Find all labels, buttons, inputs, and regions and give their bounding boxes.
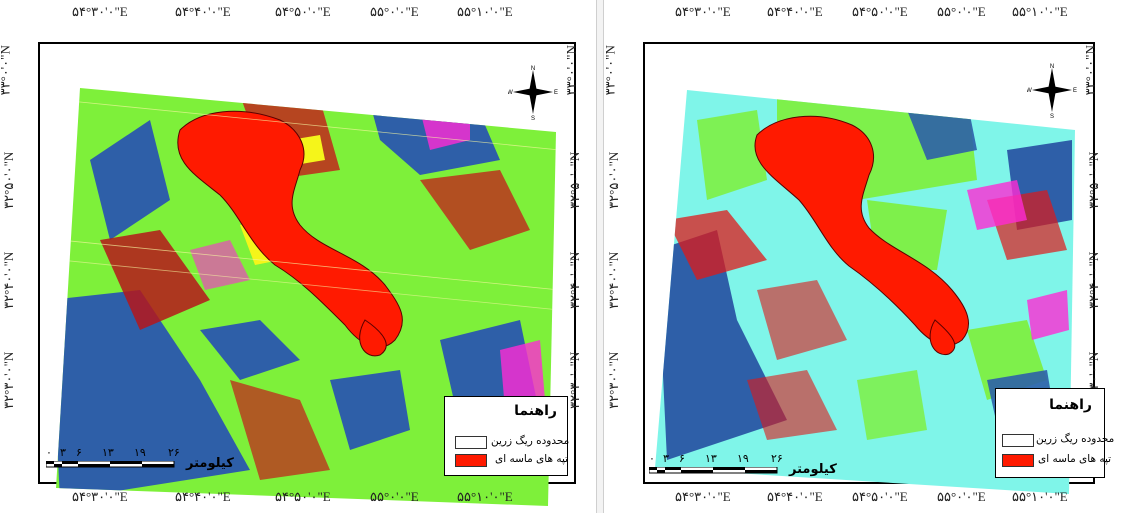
longitude-label-top: ۵۴°۴۰'۰"E	[175, 4, 232, 19]
scale-tick-label: ۱۹	[737, 452, 749, 465]
legend-label-sand-dunes: تپه های ماسه ای	[1038, 453, 1112, 465]
map-panel-left: ۵۴°۳۰'۰"E ۵۴°۴۰'۰"E ۵۴°۵۰'۰"E ۵۵°۰'۰"E ۵…	[0, 4, 582, 506]
longitude-label-top: ۵۵°۰'۰"E	[937, 4, 987, 19]
longitude-label-bottom: ۵۴°۴۰'۰"E	[175, 489, 232, 504]
scale-tick-label: ۱۳	[102, 446, 114, 459]
latitude-label-left: ۳۳°۰'۰"N	[602, 44, 618, 96]
map-panel-right: ۵۴°۳۰'۰"E ۵۴°۴۰'۰"E ۵۴°۵۰'۰"E ۵۵°۰'۰"E ۵…	[602, 0, 1135, 513]
legend-label-boundary: محدوده ریگ زرین	[1036, 433, 1115, 445]
scale-tick-label: ۲۶	[771, 452, 783, 465]
scale-bar: ۰ ۳ ۶ ۱۳ ۱۹ ۲۶ کیلومتر	[46, 446, 234, 476]
scale-tick-label: ۲۶	[168, 446, 180, 459]
north-arrow-icon: N S E W	[1027, 64, 1077, 118]
classified-map-right	[655, 90, 1075, 494]
latitude-label-left: ۳۲°۵۰'۰"N	[0, 151, 16, 209]
map-legend: راهنما محدوده ریگ زرین تپه های ماسه ای	[444, 396, 570, 476]
latitude-label-right: ۳۲°۴۰'۰"N	[566, 251, 582, 309]
latitude-label-right: ۳۳°۰'۰"N	[563, 44, 579, 96]
scale-bar-graphic	[649, 467, 778, 474]
longitude-label-bottom: ۵۴°۳۰'۰"E	[72, 489, 129, 504]
scale-tick-label: ۰	[649, 452, 655, 465]
longitude-label-bottom: ۵۴°۵۰'۰"E	[275, 489, 332, 504]
latitude-label-left: ۳۲°۵۰'۰"N	[605, 151, 621, 209]
panel-divider	[596, 0, 604, 513]
legend-swatch-boundary	[455, 436, 487, 449]
longitude-label-top: ۵۵°۰'۰"E	[370, 4, 420, 19]
latitude-label-left: ۳۲°۳۰'۰"N	[0, 351, 16, 409]
scale-tick-label: ۱۳	[705, 452, 717, 465]
legend-title: راهنما	[1049, 397, 1092, 413]
latitude-label-right: ۳۲°۵۰'۰"N	[1085, 151, 1101, 209]
compass-s-label: S	[1050, 114, 1054, 118]
scale-unit-label: کیلومتر	[789, 462, 837, 477]
scale-tick-label: ۱۹	[134, 446, 146, 459]
scale-tick-label: ۳	[60, 446, 66, 459]
longitude-label-bottom: ۵۵°۰'۰"E	[370, 489, 420, 504]
longitude-label-top: ۵۵°۱۰'۰"E	[1012, 4, 1069, 19]
longitude-label-bottom: ۵۵°۱۰'۰"E	[1012, 489, 1069, 504]
legend-title: راهنما	[514, 403, 557, 419]
north-arrow-icon: N S E W	[508, 66, 558, 120]
compass-w-label: W	[508, 90, 513, 96]
longitude-label-top: ۵۴°۳۰'۰"E	[675, 4, 732, 19]
longitude-label-bottom: ۵۴°۵۰'۰"E	[852, 489, 909, 504]
longitude-label-top: ۵۴°۳۰'۰"E	[72, 4, 129, 19]
legend-swatch-sand-dunes	[455, 454, 487, 467]
longitude-label-bottom: ۵۴°۳۰'۰"E	[675, 489, 732, 504]
legend-label-sand-dunes: تپه های ماسه ای	[495, 453, 569, 465]
scale-tick-label: ۰	[46, 446, 52, 459]
longitude-label-bottom: ۵۵°۰'۰"E	[937, 489, 987, 504]
map-legend: راهنما محدوده ریگ زرین تپه های ماسه ای	[995, 388, 1114, 478]
compass-w-label: W	[1027, 88, 1032, 94]
latitude-label-left: ۳۲°۴۰'۰"N	[0, 251, 16, 309]
legend-label-boundary: محدوده ریگ زرین	[491, 435, 570, 447]
longitude-label-top: ۵۴°۵۰'۰"E	[852, 4, 909, 19]
compass-e-label: E	[554, 90, 558, 96]
latitude-label-right: ۳۲°۴۰'۰"N	[1085, 251, 1101, 309]
longitude-label-bottom: ۵۴°۴۰'۰"E	[767, 489, 824, 504]
latitude-label-left: ۳۲°۴۰'۰"N	[605, 251, 621, 309]
compass-n-label: N	[1050, 64, 1054, 70]
latitude-label-left: ۳۲°۳۰'۰"N	[605, 351, 621, 409]
latitude-label-right: ۳۳°۰'۰"N	[1082, 44, 1098, 96]
longitude-label-top: ۵۴°۵۰'۰"E	[275, 4, 332, 19]
scale-unit-label: کیلومتر	[186, 456, 234, 471]
scale-tick-label: ۳	[663, 452, 669, 465]
latitude-label-right: ۳۲°۵۰'۰"N	[566, 151, 582, 209]
latitude-label-right: ۳۲°۳۰'۰"N	[566, 351, 582, 409]
scale-bar-graphic	[46, 461, 175, 468]
latitude-label-left: ۳۳°۰'۰"N	[0, 44, 13, 96]
compass-s-label: S	[531, 116, 535, 120]
longitude-label-top: ۵۴°۴۰'۰"E	[767, 4, 824, 19]
scale-tick-label: ۶	[679, 452, 685, 465]
compass-e-label: E	[1073, 88, 1077, 94]
scale-bar: ۰ ۳ ۶ ۱۳ ۱۹ ۲۶ کیلومتر	[649, 452, 837, 482]
legend-swatch-sand-dunes	[1002, 454, 1034, 467]
legend-swatch-boundary	[1002, 434, 1034, 447]
longitude-label-top: ۵۵°۱۰'۰"E	[457, 4, 514, 19]
longitude-label-bottom: ۵۵°۱۰'۰"E	[457, 489, 514, 504]
scale-tick-label: ۶	[76, 446, 82, 459]
compass-n-label: N	[531, 66, 535, 72]
